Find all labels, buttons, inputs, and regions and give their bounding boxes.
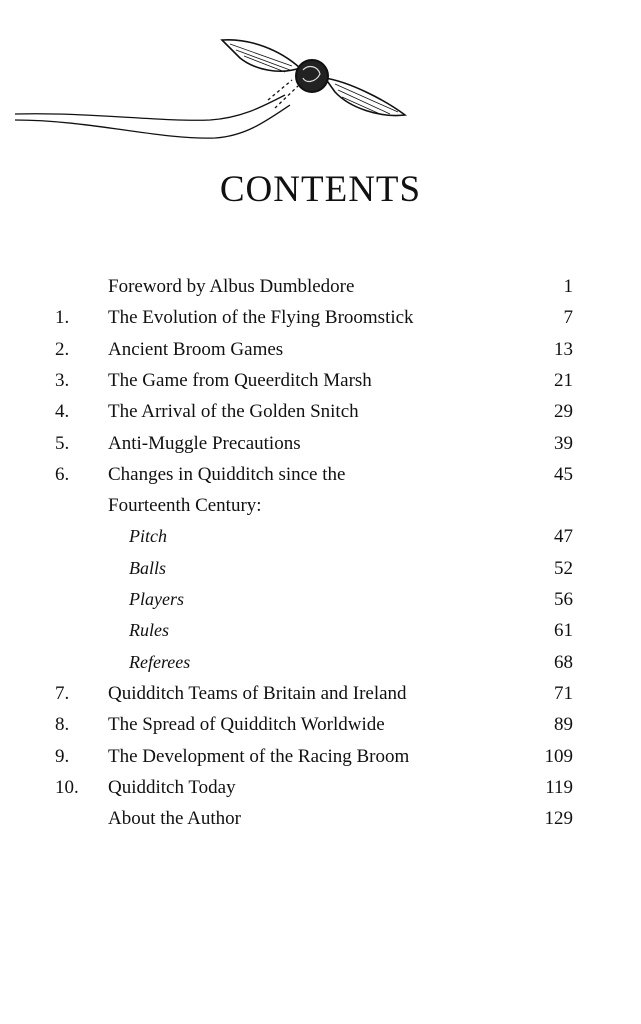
entry-title: Fourteenth Century: [108, 495, 262, 517]
toc-entry: Balls 52 [0, 558, 641, 589]
page-number: 45 [554, 463, 573, 485]
entry-title: The Game from Queerditch Marsh [108, 369, 372, 391]
entry-title: Rules [129, 620, 169, 641]
page-number: 56 [554, 589, 573, 610]
entry-title: About the Author [108, 808, 241, 830]
page-number: 21 [554, 369, 573, 391]
page-title: CONTENTS [219, 169, 422, 210]
toc-entry: Pitch 47 [0, 526, 641, 557]
toc-entry: 9. The Development of the Racing Broom 109 [0, 746, 641, 777]
page-number: 89 [554, 714, 573, 736]
chapter-number: 2. [55, 338, 70, 360]
chapter-number: 8. [55, 714, 70, 736]
chapter-number: 10. [55, 776, 79, 798]
chapter-number: 5. [55, 432, 70, 454]
entry-title: The Arrival of the Golden Snitch [108, 401, 359, 423]
page-number: 109 [544, 745, 574, 767]
entry-title: The Development of the Racing Broom [108, 745, 410, 767]
entry-title: The Evolution of the Flying Broomstick [108, 307, 414, 329]
toc-entry: 8. The Spread of Quidditch Worldwide 89 [0, 714, 641, 745]
entry-title: Players [129, 589, 184, 609]
toc-entry: Fourteenth Century: [0, 495, 641, 526]
golden-snitch-illustration [14, 39, 408, 139]
toc-entry: 1. The Evolution of the Flying Broomstick… [0, 307, 641, 338]
chapter-number: 1. [55, 307, 70, 329]
entry-title: Referees [129, 651, 191, 672]
entry-title: Pitch [129, 526, 167, 547]
page-number: 71 [554, 682, 573, 704]
toc-entry: About the Author 129 [0, 808, 641, 839]
entry-title: Quidditch Teams of Britain and Ireland [108, 682, 407, 704]
toc-entry: Players 56 [0, 589, 641, 620]
entry-title: The Spread of Quidditch Worldwide [108, 714, 385, 736]
toc-entry: 2. Ancient Broom Games 13 [0, 339, 641, 370]
page-number: 68 [554, 651, 573, 673]
toc-entry: Rules 61 [0, 620, 641, 651]
chapter-number: 7. [55, 682, 70, 704]
page-number: 1 [563, 276, 574, 297]
chapter-number: 3. [55, 369, 70, 391]
page-number: 61 [554, 620, 573, 642]
toc-entry: 6. Changes in Quidditch since the 45 [0, 464, 641, 495]
page-number: 129 [544, 808, 574, 830]
page-number: 7 [563, 307, 574, 329]
chapter-number: 4. [55, 401, 70, 423]
page-number: 119 [545, 776, 573, 798]
page-number: 13 [554, 338, 573, 360]
page-number: 39 [554, 432, 573, 454]
toc-entry: 5. Anti-Muggle Precautions 39 [0, 433, 641, 464]
entry-title: Changes in Quidditch since the [108, 463, 346, 485]
toc-entry: 3. The Game from Queerditch Marsh 21 [0, 370, 641, 401]
entry-title: Foreword by Albus Dumbledore [108, 276, 355, 297]
entry-title: Ancient Broom Games [108, 338, 284, 360]
toc-entry: Foreword by Albus Dumbledore 1 [0, 276, 641, 307]
page-number: 52 [554, 557, 573, 579]
toc-entry: 7. Quidditch Teams of Britain and Ireland… [0, 683, 641, 714]
toc-entry: 10. Quidditch Today 119 [0, 777, 641, 808]
chapter-number: 9. [55, 745, 70, 767]
toc-entry: Referees 68 [0, 652, 641, 683]
page-number: 47 [554, 526, 573, 548]
entry-title: Anti-Muggle Precautions [108, 432, 301, 454]
entry-title: Quidditch Today [108, 776, 236, 798]
toc-entry: 4. The Arrival of the Golden Snitch 29 [0, 401, 641, 432]
entry-title: Balls [129, 557, 167, 578]
chapter-number: 6. [55, 463, 70, 485]
page-number: 29 [554, 401, 573, 423]
